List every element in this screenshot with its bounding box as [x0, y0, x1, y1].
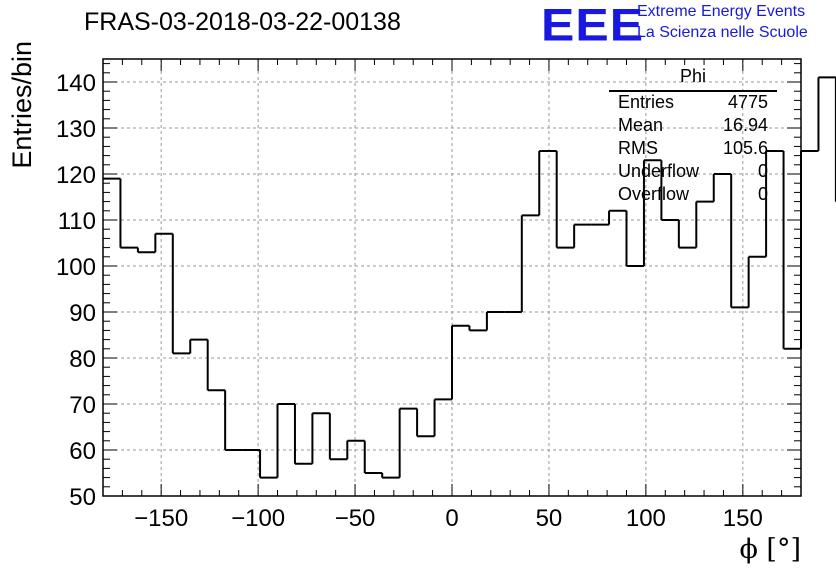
histogram-bin — [363, 440, 383, 474]
x-tick-label: −100 — [231, 505, 285, 532]
stats-row-rms: RMS 105.6 — [618, 138, 768, 160]
y-tick-label: 100 — [56, 254, 96, 281]
y-axis-ticks: 50 60 70 80 90 100 110 120 130 140 — [56, 63, 801, 511]
histogram-bin — [677, 220, 697, 249]
stats-label: Overflow — [618, 184, 690, 204]
x-axis-ticks: −150 −100 −50 0 50 100 150 — [102, 59, 802, 532]
stats-label: RMS — [618, 138, 658, 158]
histogram-bin — [416, 408, 435, 438]
y-tick-label: 90 — [69, 300, 96, 327]
histogram-bin — [485, 311, 505, 331]
histogram-bin — [695, 200, 714, 248]
histogram-bin — [328, 413, 348, 461]
stats-value: 105.6 — [722, 138, 768, 158]
histogram-bin — [573, 223, 592, 248]
y-tick-label: 60 — [69, 438, 96, 465]
histogram-bin — [171, 233, 191, 355]
histogram-bin — [765, 150, 784, 257]
x-tick-label: −150 — [134, 505, 188, 532]
histogram-bin — [468, 325, 487, 332]
histogram-bin — [276, 403, 295, 478]
histogram-bin — [660, 160, 679, 221]
y-tick-label: 70 — [69, 392, 96, 419]
stats-label: Underflow — [618, 161, 700, 181]
histogram-bin — [451, 324, 470, 400]
stats-box-divider — [609, 90, 777, 92]
y-tick-label: 110 — [58, 208, 96, 235]
histogram-bin — [206, 339, 226, 392]
stats-box-title: Phi — [679, 66, 706, 86]
histogram-bin — [538, 150, 557, 216]
stats-value: 0 — [757, 161, 768, 181]
y-tick-label: 140 — [56, 70, 96, 97]
x-tick-label: 100 — [626, 505, 666, 532]
stats-row-mean: Mean 16.94 — [618, 115, 768, 137]
y-axis-label: Entries/bin — [7, 41, 37, 169]
histogram-bin — [730, 174, 749, 309]
stats-row-underflow: Underflow 0 — [618, 161, 768, 183]
eee-logo: EEE — [541, 0, 645, 51]
x-tick-label: 50 — [536, 505, 563, 532]
histogram-bin — [642, 159, 662, 266]
histogram-bin — [224, 390, 243, 451]
y-tick-label: 50 — [69, 484, 96, 511]
y-tick-label: 120 — [56, 162, 96, 189]
y-tick-label: 130 — [56, 116, 96, 143]
stats-value: 4775 — [727, 92, 768, 112]
histogram-bin — [817, 76, 836, 151]
stats-row-overflow: Overflow 0 — [618, 184, 768, 206]
x-axis-label: ϕ [°] — [739, 534, 801, 565]
y-tick-label: 80 — [69, 346, 96, 373]
histogram-bin — [625, 210, 644, 267]
histogram-bin — [136, 247, 156, 254]
histogram-bin — [189, 338, 208, 354]
stats-value: 0 — [757, 184, 768, 204]
stats-label: Mean — [618, 115, 664, 135]
stats-label: Entries — [618, 92, 675, 112]
stats-value: 16.94 — [722, 115, 768, 135]
x-tick-label: −50 — [335, 505, 376, 532]
histogram-bin — [154, 232, 173, 253]
histogram-bin — [800, 150, 819, 349]
histogram-bin — [293, 404, 313, 465]
histogram-bin — [311, 412, 330, 464]
histogram-bin — [119, 178, 138, 249]
x-tick-label: 150 — [723, 505, 763, 532]
histogram-bin — [398, 407, 418, 478]
stats-row-entries: Entries 4775 — [618, 92, 768, 114]
histogram-bin — [747, 255, 767, 308]
histogram-bin — [712, 173, 732, 202]
histogram-bin — [608, 209, 627, 225]
histogram-bin — [259, 450, 278, 479]
histogram-bin — [782, 151, 801, 350]
histogram-bin — [381, 473, 400, 479]
histogram-bin — [433, 398, 452, 437]
logo-caption-line2: La Scienza nelle Scuole — [637, 24, 808, 41]
histogram-bin — [520, 214, 540, 312]
logo-caption-line1: Extreme Energy Events — [637, 3, 806, 20]
chart-title: FRAS-03-2018-03-22-00138 — [84, 8, 401, 36]
x-tick-label: 0 — [445, 505, 458, 532]
histogram-bin — [346, 439, 365, 460]
histogram-bin — [555, 151, 575, 249]
